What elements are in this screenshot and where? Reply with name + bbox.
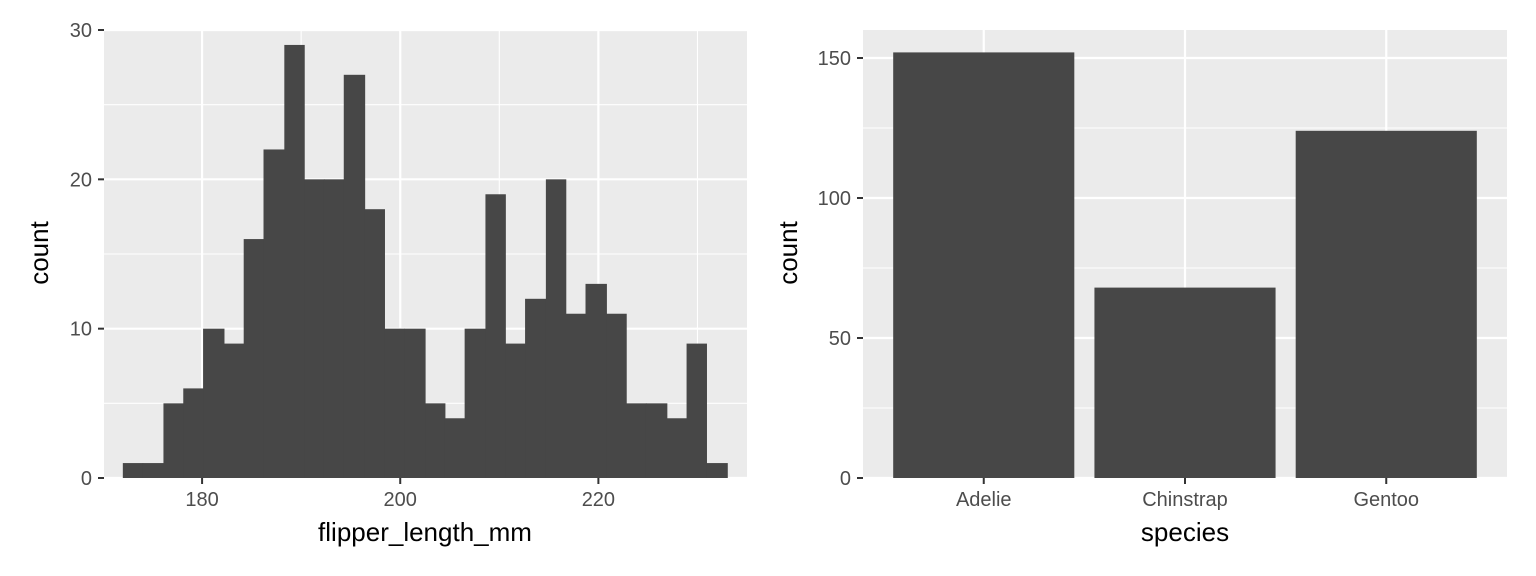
histogram-bar [223,343,245,478]
histogram-x-tick-label: 180 [185,489,218,511]
histogram-bar [142,463,165,478]
histogram-bar [163,403,184,478]
histogram-bar [183,388,204,478]
histogram-bar [686,343,707,478]
histogram-bar [666,418,688,478]
histogram-bar [364,209,385,478]
species-y-tick-label: 100 [818,188,851,210]
histogram-bar [444,418,466,478]
histogram-x-axis-title: flipper_length_mm [318,517,532,547]
histogram-bar [565,313,587,478]
histogram-bar [505,343,526,478]
species-bar-gentoo [1295,130,1477,479]
histogram-y-tick-label: 30 [70,20,92,42]
histogram-bar [585,283,607,478]
species-bar-panel: Adelie Chinstrap Gentoo 0 50 100 150 species c… [773,30,1507,547]
histogram-panel: 180 200 220 0 10 20 30 flipper_length_mm count [24,20,747,547]
histogram-bar [404,328,426,478]
histogram-bar [323,179,345,479]
species-y-tick-label: 150 [818,48,851,70]
species-y-axis-title: count [773,220,803,284]
histogram-bar [606,313,627,478]
histogram-bar [203,328,225,478]
histogram-y-tick-label: 0 [81,468,92,490]
histogram-bar [706,463,728,478]
histogram-bar [384,328,405,478]
histogram-bar [425,403,446,478]
histogram-bar [464,328,487,478]
species-y-tick-label: 50 [829,328,851,350]
histogram-bar [263,149,285,478]
species-y-tick-label: 0 [840,468,851,490]
histogram-bar [122,463,144,478]
histogram-bar [545,179,567,479]
species-bar-adelie [893,52,1075,479]
histogram-y-tick-label: 10 [70,319,92,341]
histogram-bar [284,44,305,478]
species-x-axis-title: species [1141,517,1229,547]
histogram-bar [243,239,265,478]
species-x-tick-label: Adelie [956,489,1012,511]
histogram-bar [485,194,506,478]
histogram-bar [304,179,325,479]
histogram-bar [645,403,668,478]
species-bar-chinstrap [1094,287,1276,478]
species-x-tick-label: Gentoo [1353,489,1419,511]
histogram-y-axis-title: count [24,220,54,284]
histogram-bar [626,403,647,478]
species-x-tick-label: Chinstrap [1142,489,1228,511]
histogram-bar [525,298,547,478]
histogram-x-tick-label: 220 [582,489,615,511]
histogram-y-tick-label: 20 [70,169,92,191]
histogram-bar [343,74,366,479]
histogram-x-tick-label: 200 [384,489,417,511]
